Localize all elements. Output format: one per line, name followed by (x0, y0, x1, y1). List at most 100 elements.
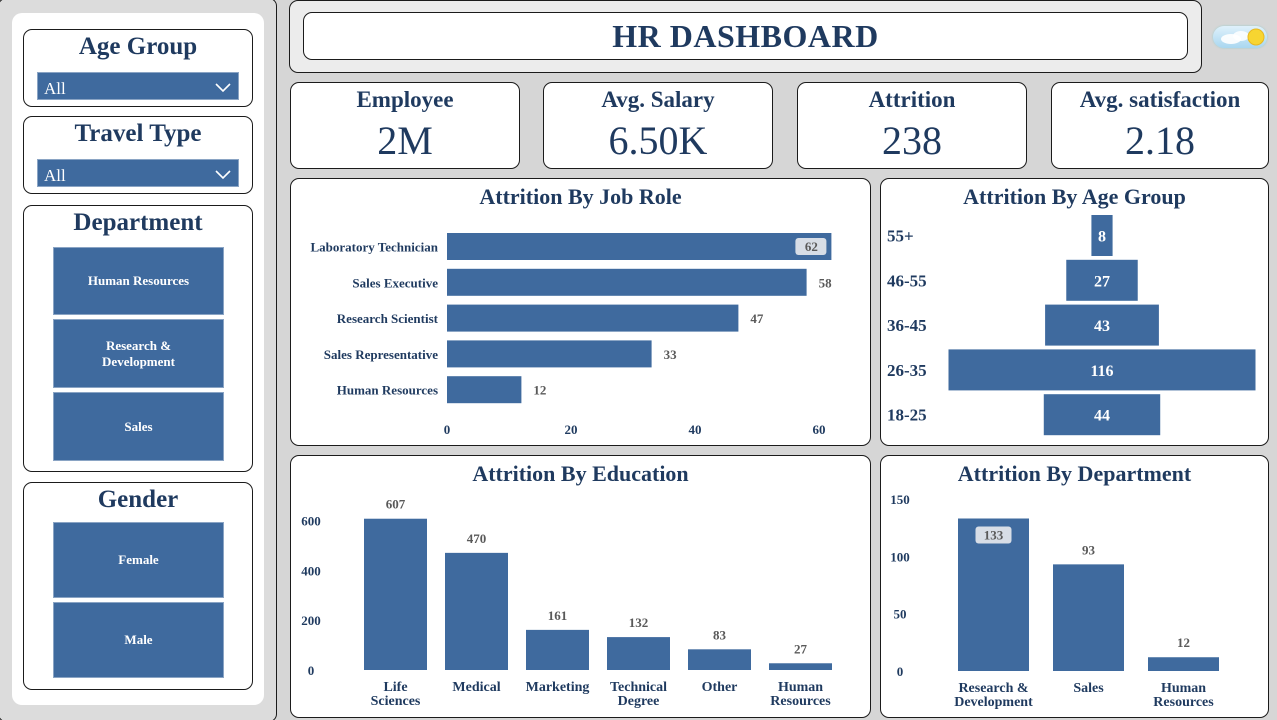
chart-title: Attrition By Department (957, 461, 1192, 486)
kpi-label: Avg. Salary (601, 87, 715, 112)
category-label: Sales (1073, 681, 1104, 696)
kpi-card-employee: Employee 2M (290, 82, 520, 169)
data-label: 12 (533, 383, 546, 398)
x-tick-label: 0 (444, 422, 451, 437)
travel-type-slicer: Travel Type All (23, 116, 253, 194)
bar (447, 268, 807, 296)
data-label: 116 (1090, 363, 1113, 380)
y-tick-label: 600 (301, 513, 321, 528)
bar (1148, 657, 1219, 671)
bar (526, 629, 589, 670)
data-label: 161 (548, 608, 568, 623)
bar (1043, 394, 1161, 436)
chart-education: Attrition By Education 0 200 400 600 607 Life… (290, 455, 871, 718)
bar (364, 518, 427, 670)
chevron-down-icon (215, 83, 231, 93)
data-label: 12 (1177, 635, 1190, 650)
y-tick-label: 400 (301, 563, 321, 578)
chart-job-role: Attrition By Job Role Laboratory Technic… (290, 178, 871, 446)
kpi-card-avg-salary: Avg. Salary 6.50K (543, 82, 773, 169)
data-label: 27 (1094, 273, 1110, 290)
kpi-label: Avg. satisfaction (1079, 87, 1241, 112)
kpi-value: 6.50K (608, 118, 708, 163)
data-label: 470 (467, 531, 487, 546)
category-label: Human Resources (770, 680, 831, 709)
bar (447, 376, 522, 404)
y-tick-label: 0 (308, 663, 315, 678)
category-label: 55+ (887, 227, 914, 246)
category-label: Research & Development (954, 681, 1033, 710)
category-label: Human Resources (337, 383, 438, 398)
gender-option-female[interactable]: Female (53, 522, 224, 598)
bar (447, 304, 739, 332)
category-label: Research Scientist (337, 311, 439, 326)
education-bar-chart: 0 200 400 600 607 Life Sciences 470 Medical 161 Ma… (301, 497, 832, 709)
travel-type-slicer-title: Travel Type (74, 120, 202, 147)
category-label: Other (702, 680, 738, 695)
page-title: HR DASHBOARD (612, 17, 879, 54)
bar (958, 518, 1029, 671)
chart-department: Attrition By Department 0 50 100 150 133 Rese… (880, 455, 1269, 718)
chart-title: Attrition By Age Group (963, 184, 1186, 209)
data-label: 62 (805, 239, 818, 254)
data-label: 27 (794, 641, 808, 656)
category-label: Laboratory Technician (311, 240, 439, 255)
category-label: Life Sciences (371, 680, 421, 709)
department-option-human-resources[interactable]: Human Resources (53, 247, 224, 315)
age-group-funnel-chart: 55+ 8 46-55 27 36-45 43 26-35 116 18-25 44 (887, 215, 1256, 436)
bar (447, 233, 832, 260)
chevron-down-icon (215, 170, 231, 180)
data-label: 44 (1094, 408, 1110, 425)
data-label: 43 (1094, 318, 1110, 335)
department-option-research-development[interactable]: Research & Development (53, 319, 224, 388)
header-title-box: HR DASHBOARD (303, 12, 1188, 60)
gender-slicer: Gender Female Male (23, 482, 253, 690)
kpi-card-avg-satisfaction: Avg. satisfaction 2.18 (1051, 82, 1269, 169)
bar (1066, 259, 1138, 301)
data-label: 58 (819, 275, 833, 290)
bar (769, 663, 832, 670)
category-label: Marketing (526, 680, 590, 695)
kpi-label: Attrition (868, 87, 956, 112)
y-tick-label: 150 (890, 492, 910, 507)
category-label: Technical Degree (610, 680, 667, 709)
bar (447, 340, 652, 368)
category-label: 26-35 (887, 361, 927, 380)
data-label: 93 (1082, 542, 1096, 557)
x-tick-label: 60 (813, 422, 826, 437)
y-tick-label: 0 (897, 664, 904, 679)
y-tick-label: 50 (894, 607, 907, 622)
gender-option-male[interactable]: Male (53, 602, 224, 678)
category-label: Sales Representative (324, 347, 438, 362)
bar (445, 552, 508, 670)
department-slicer-title: Department (73, 209, 203, 236)
data-label-highlight (975, 526, 1012, 544)
bar (1053, 564, 1124, 671)
chart-age-group: Attrition By Age Group 55+ 8 46-55 27 36-45 4… (880, 178, 1269, 446)
data-label: 132 (629, 615, 649, 630)
age-group-dropdown-value: All (44, 79, 66, 98)
category-label: Sales Executive (352, 275, 438, 290)
theme-toggle[interactable] (1213, 26, 1267, 48)
x-tick-label: 40 (689, 422, 702, 437)
y-tick-label: 200 (301, 613, 321, 628)
department-option-sales[interactable]: Sales (53, 392, 224, 461)
kpi-value: 2.18 (1125, 118, 1195, 163)
job-role-bar-chart: Laboratory Technician 62 Sales Executive 58… (311, 233, 833, 437)
department-bar-chart: 0 50 100 150 133 Research & Development 93 Sales… (890, 492, 1219, 710)
bar (688, 649, 751, 670)
header-banner: HR DASHBOARD (289, 0, 1202, 73)
gender-slicer-title: Gender (97, 486, 179, 513)
travel-type-dropdown-value: All (44, 166, 66, 185)
x-tick-label: 20 (565, 422, 578, 437)
bar (948, 349, 1256, 391)
age-group-dropdown[interactable]: All (37, 72, 239, 100)
data-label: 33 (664, 347, 678, 362)
kpi-value: 238 (882, 118, 942, 163)
data-label: 607 (386, 497, 406, 512)
data-label: 8 (1098, 229, 1106, 246)
data-label: 47 (750, 311, 764, 326)
data-label: 83 (713, 627, 727, 642)
travel-type-dropdown[interactable]: All (37, 159, 239, 187)
age-group-slicer: Age Group All (23, 29, 253, 107)
